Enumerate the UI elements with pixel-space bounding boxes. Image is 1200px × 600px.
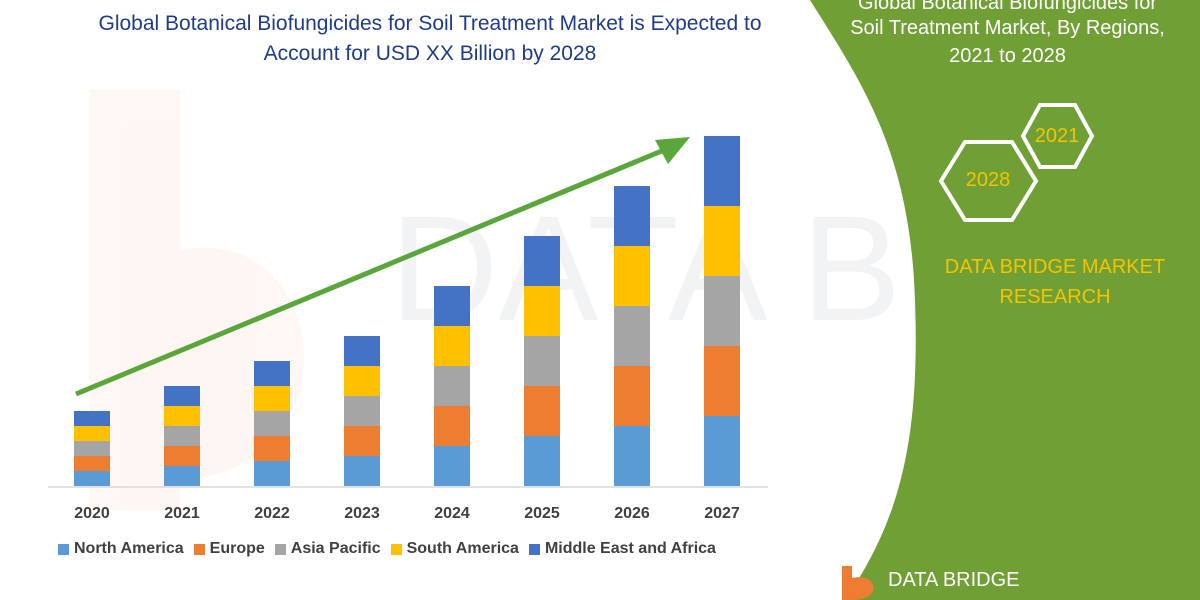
- bar-2025-series-2: [524, 336, 560, 386]
- bar-2024-series-3: [434, 326, 470, 366]
- x-tick-label: 2025: [524, 505, 560, 522]
- bar-2025-series-3: [524, 286, 560, 336]
- x-tick-label: 2022: [254, 505, 290, 522]
- bar-2023-series-0: [344, 456, 380, 486]
- trend-arrow: [75, 137, 690, 397]
- bar-2024-series-4: [434, 286, 470, 326]
- chart-title-line2: Account for USD XX Billion by 2028: [263, 42, 597, 65]
- legend-label: South America: [406, 540, 519, 557]
- brand-line1: DATA BRIDGE MARKET: [944, 256, 1166, 278]
- x-tick-label: 2026: [614, 505, 650, 522]
- bar-2025-series-4: [524, 236, 560, 286]
- legend-swatch: [528, 543, 540, 555]
- legend-label: Europe: [209, 540, 265, 557]
- legend-swatch: [58, 543, 69, 555]
- bar-2020-series-1: [74, 456, 110, 471]
- bar-2026-series-3: [614, 246, 650, 306]
- bar-2023-series-4: [344, 336, 380, 366]
- bar-2023-series-3: [344, 366, 380, 396]
- x-tick-label: 2021: [164, 505, 200, 522]
- bar-2023-series-1: [344, 426, 380, 456]
- bar-2023-series-2: [344, 396, 380, 426]
- legend-swatch: [274, 543, 286, 555]
- bar-2021-series-0: [164, 466, 200, 486]
- bar-2026-series-0: [614, 426, 650, 486]
- legend: North America Europe Asia Pacific South Ame…: [58, 540, 726, 558]
- x-tick-label: 2020: [74, 505, 110, 522]
- hexagon-label-2028: 2028: [965, 169, 1011, 191]
- brand-line2: RESEARCH: [999, 286, 1111, 308]
- bar-2021-series-3: [164, 406, 200, 426]
- legend-item: Middle East and Africa: [528, 540, 716, 558]
- bar-2024-series-1: [434, 406, 470, 446]
- panel-title-line1: Global Botanical Biofungicides for: [857, 0, 1158, 14]
- bar-2026-series-4: [614, 186, 650, 246]
- chart-title-line1: Global Botanical Biofungicides for Soil …: [98, 12, 762, 35]
- bar-2027-series-3: [704, 206, 740, 276]
- bar-2024-series-0: [434, 446, 470, 486]
- x-tick-label: 2024: [434, 505, 470, 522]
- bar-2020-series-4: [74, 411, 110, 426]
- bar-2024-series-2: [434, 366, 470, 406]
- legend-item: North America: [58, 540, 184, 558]
- hexagon-2028: [938, 140, 1039, 222]
- bar-2025-series-0: [524, 436, 560, 486]
- legend-swatch: [390, 543, 402, 555]
- x-tick-label: 2027: [704, 505, 740, 522]
- hexagon-2021: [1020, 103, 1095, 169]
- bars-group: [74, 136, 740, 486]
- legend-swatch: [193, 543, 205, 555]
- panel-title-line2: Soil Treatment Market, By Regions,: [850, 17, 1165, 39]
- bar-2027-series-4: [704, 136, 740, 206]
- legend-item: South America: [390, 540, 519, 558]
- bar-2027-series-0: [704, 416, 740, 486]
- x-tick-label: 2023: [344, 505, 380, 522]
- legend-item: Asia Pacific: [274, 540, 381, 558]
- bar-2027-series-2: [704, 276, 740, 346]
- legend-item: Europe: [193, 540, 265, 558]
- legend-label: Asia Pacific: [290, 540, 381, 557]
- bar-2020-series-3: [74, 426, 110, 441]
- bar-2025-series-1: [524, 386, 560, 436]
- hexagon-label-2021: 2021: [1034, 125, 1080, 147]
- bar-2022-series-3: [254, 386, 290, 411]
- bar-2022-series-4: [254, 361, 290, 386]
- bar-2026-series-1: [614, 366, 650, 426]
- bar-2026-series-2: [614, 306, 650, 366]
- bar-2022-series-1: [254, 436, 290, 461]
- bar-2027-series-1: [704, 346, 740, 416]
- bar-2022-series-2: [254, 411, 290, 436]
- bar-2021-series-4: [164, 386, 200, 406]
- bar-2020-series-2: [74, 441, 110, 456]
- panel-title-line3: 2021 to 2028: [949, 45, 1066, 67]
- legend-label: Middle East and Africa: [544, 540, 716, 557]
- logo-icon: [842, 566, 874, 600]
- legend-label: North America: [74, 540, 184, 557]
- bar-2020-series-0: [74, 471, 110, 486]
- bar-2022-series-0: [254, 461, 290, 486]
- bar-2021-series-2: [164, 426, 200, 446]
- bar-2021-series-1: [164, 446, 200, 466]
- logo-text: DATA BRIDGE: [888, 569, 1020, 591]
- x-tick-labels: 2020 2021 2022 2023 2024 2025 2026 2027: [74, 505, 740, 522]
